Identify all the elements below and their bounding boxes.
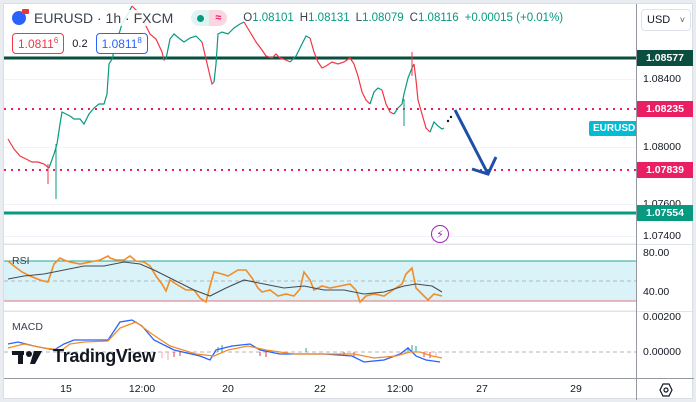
rsi-title: RSI [12, 255, 30, 267]
tradingview-icon [12, 350, 42, 364]
delay-icon: ≈ [209, 10, 228, 26]
sell-button[interactable]: 1.08116 [12, 33, 65, 54]
pane-separator[interactable] [4, 311, 636, 312]
settings-button[interactable] [636, 378, 694, 400]
price-chart-svg [4, 5, 636, 363]
buy-button[interactable]: 1.08118 [95, 33, 148, 54]
rsi-tick: 80.00 [643, 247, 670, 259]
price-tick: 1.07400 [643, 230, 681, 242]
grid-line [4, 236, 636, 237]
time-axis[interactable]: 15 12:00 20 22 12:00 27 29 [4, 378, 636, 400]
price-tick: 1.08000 [643, 141, 681, 153]
currency-select[interactable]: USD ˅ [641, 9, 691, 31]
bolt-icon[interactable]: ⚡ [431, 225, 449, 243]
symbol-flag-icon [12, 9, 29, 25]
rsi-line [7, 255, 443, 304]
chart-plot-area[interactable]: EURUSD · 1h · FXCM ≈ O1.08101 H1.08131 L… [4, 4, 636, 378]
price-axis[interactable]: 1.08400 1.08000 1.07600 1.07400 1.08577 … [636, 4, 695, 378]
signal-line [7, 321, 443, 359]
change-value: +0.00015 (+0.01%) [464, 12, 564, 24]
time-tick: 12:00 [386, 383, 414, 395]
time-tick: 15 [60, 383, 72, 395]
market-open-icon [191, 10, 210, 26]
projection-arrow [453, 109, 490, 175]
rsi-ma-line [7, 261, 443, 297]
time-tick: 22 [314, 383, 326, 395]
macd-line [7, 319, 441, 363]
status-pill[interactable]: ≈ [191, 10, 228, 26]
tradingview-logo[interactable]: TradingView [12, 346, 156, 367]
entry-price-label: 1.08235 [637, 101, 693, 117]
time-tick: 27 [476, 383, 488, 395]
rsi-tick: 40.00 [643, 286, 670, 298]
macd-title: MACD [12, 321, 43, 333]
spread-value: 0.2 [72, 37, 88, 50]
support-price-label: 1.07554 [637, 205, 693, 221]
grid-line [4, 79, 636, 80]
target-price-label: 1.07839 [637, 162, 693, 178]
symbol-tag: EURUSD [589, 121, 636, 136]
trade-buttons: 1.08116 0.2 1.08118 [12, 33, 148, 54]
grid-line [4, 147, 636, 148]
price-tick: 1.08400 [643, 73, 681, 85]
symbol-legend: EURUSD · 1h · FXCM ≈ O1.08101 H1.08131 L… [12, 9, 564, 26]
symbol-title[interactable]: EURUSD · 1h · FXCM [32, 10, 176, 26]
chart-window: EURUSD · 1h · FXCM ≈ O1.08101 H1.08131 L… [3, 3, 695, 400]
candles [7, 5, 445, 169]
time-tick: 29 [570, 383, 582, 395]
pane-separator[interactable] [4, 244, 636, 245]
resistance-price-label: 1.08577 [637, 50, 693, 66]
macd-tick: 0.00000 [643, 346, 681, 358]
macd-tick: 0.00200 [643, 311, 681, 323]
ohlc-values: O1.08101 H1.08131 L1.08079 C1.08116 +0.0… [243, 12, 564, 24]
settings-icon [658, 382, 673, 397]
time-tick: 12:00 [128, 383, 156, 395]
grid-line [4, 204, 636, 205]
chevron-down-icon: ˅ [679, 15, 685, 25]
time-tick: 20 [222, 383, 234, 395]
